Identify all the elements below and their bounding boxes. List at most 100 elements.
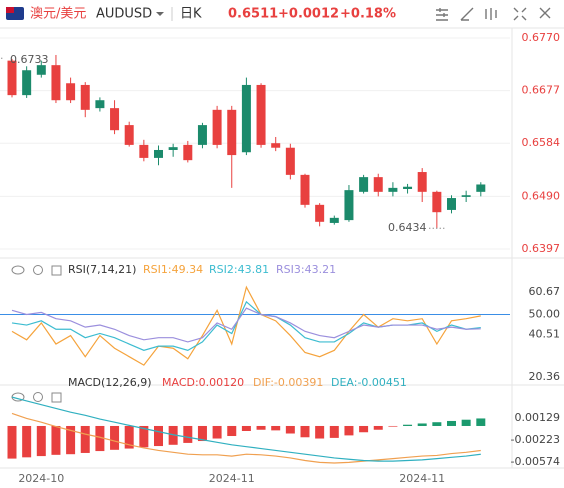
macd-bar xyxy=(124,425,134,449)
candle-body xyxy=(212,109,222,145)
y-tick-label: -0.00223 xyxy=(511,433,560,446)
indicator-title: RSI(7,14,21) xyxy=(68,263,136,276)
settings-icon[interactable] xyxy=(436,8,448,21)
indicator-line xyxy=(11,285,481,366)
y-tick-label: 0.6397 xyxy=(522,242,561,255)
pair-name[interactable]: 澳元/美元 xyxy=(30,6,86,22)
y-tick-label: 60.67 xyxy=(529,285,561,298)
price-change: +0.0012 xyxy=(278,7,339,22)
period[interactable]: 日K xyxy=(180,7,202,22)
y-tick-label: 50.00 xyxy=(529,307,561,320)
checkbox[interactable] xyxy=(51,392,62,403)
macd-bar xyxy=(388,425,398,427)
symbol[interactable]: AUDUSD xyxy=(96,7,152,22)
x-tick-label: 2024-10 xyxy=(18,472,64,485)
dropdown-arrow[interactable] xyxy=(156,12,164,16)
indicator-title: MACD(12,26,9) xyxy=(68,376,152,389)
extreme-label: 0.6434 xyxy=(388,221,427,234)
candle-body xyxy=(241,84,251,153)
eye-icon[interactable] xyxy=(11,265,25,275)
macd-bar xyxy=(344,425,354,436)
legend-entry: RSI1:49.34 xyxy=(143,263,203,276)
candle-body xyxy=(432,191,442,213)
macd-bar xyxy=(403,424,413,426)
indicator-line xyxy=(11,412,481,464)
macd-bar xyxy=(95,425,105,452)
y-tick-label: 0.00129 xyxy=(515,411,561,424)
indicator-icon[interactable] xyxy=(485,8,497,20)
candle-body xyxy=(36,65,46,75)
macd-bar xyxy=(373,425,383,430)
macd-bar xyxy=(22,425,32,458)
macd-bar xyxy=(256,425,266,430)
legend-entry: DIF:-0.00391 xyxy=(253,376,323,389)
candle-body xyxy=(461,195,471,197)
extreme-label: 0.6733 xyxy=(10,53,49,66)
y-tick-label: 0.6677 xyxy=(522,84,561,97)
candle-body xyxy=(95,100,105,109)
gear-icon[interactable] xyxy=(33,392,43,402)
y-tick-label: 0.6770 xyxy=(522,31,561,44)
candle-body xyxy=(110,108,120,131)
eye-icon[interactable] xyxy=(11,392,25,402)
candle-body xyxy=(139,144,149,158)
draw-icon[interactable] xyxy=(460,7,474,21)
candle-body xyxy=(154,149,163,158)
macd-bar xyxy=(66,425,76,455)
checkbox[interactable] xyxy=(51,265,62,276)
macd-bar xyxy=(461,419,471,426)
macd-bar xyxy=(36,425,46,457)
candle-body xyxy=(285,147,295,175)
macd-bar xyxy=(183,425,193,443)
candle-body xyxy=(22,70,32,96)
y-tick-label: 0.6584 xyxy=(522,136,561,149)
candle-body xyxy=(388,187,398,192)
indicator-line xyxy=(11,307,481,343)
candle-body xyxy=(7,60,17,96)
candle-body xyxy=(417,172,427,192)
candle-body xyxy=(51,65,61,101)
x-tick-label: 2024-11 xyxy=(209,472,255,485)
candle-body xyxy=(227,109,237,156)
x-tick-label: 2024-11 xyxy=(399,472,445,485)
macd-bar xyxy=(359,425,369,433)
gear-icon[interactable] xyxy=(33,265,43,275)
candle-body xyxy=(197,125,207,145)
macd-bar xyxy=(212,425,222,439)
y-tick-label: 20.36 xyxy=(529,370,561,383)
macd-bar xyxy=(168,425,178,445)
candle-body xyxy=(271,143,281,148)
macd-bar xyxy=(197,425,207,442)
candle-body xyxy=(447,198,456,210)
legend-entry: RSI3:43.21 xyxy=(276,263,336,276)
header: 澳元/美元 AUDUSD 日K 0.6511 +0.0012 +0.18% xyxy=(6,6,551,22)
candle-body xyxy=(359,177,369,192)
macd-bar xyxy=(285,425,295,434)
y-tick-label: -0.00574 xyxy=(511,455,560,468)
macd-bar xyxy=(315,425,325,439)
close-icon[interactable] xyxy=(539,7,551,19)
macd-bar xyxy=(447,420,456,426)
macd-bar xyxy=(300,425,310,438)
macd-bar xyxy=(329,425,339,438)
candle-body xyxy=(300,174,310,205)
macd-bar xyxy=(227,425,237,437)
macd-bar xyxy=(271,425,281,431)
candle-body xyxy=(183,144,193,161)
fullscreen-icon[interactable] xyxy=(513,7,527,21)
candle-body xyxy=(344,190,354,221)
macd-bar xyxy=(432,422,442,426)
candle-body xyxy=(66,83,76,101)
candle-body xyxy=(80,84,90,110)
legend-entry: MACD:0.00120 xyxy=(162,376,244,389)
leader-dots: ····· xyxy=(428,222,445,235)
macd-bar xyxy=(139,425,149,448)
macd-bar xyxy=(7,425,17,459)
macd-bar xyxy=(417,423,427,426)
macd-bar xyxy=(110,425,120,450)
leader-dots: · xyxy=(0,52,4,65)
candle-body xyxy=(476,184,486,192)
